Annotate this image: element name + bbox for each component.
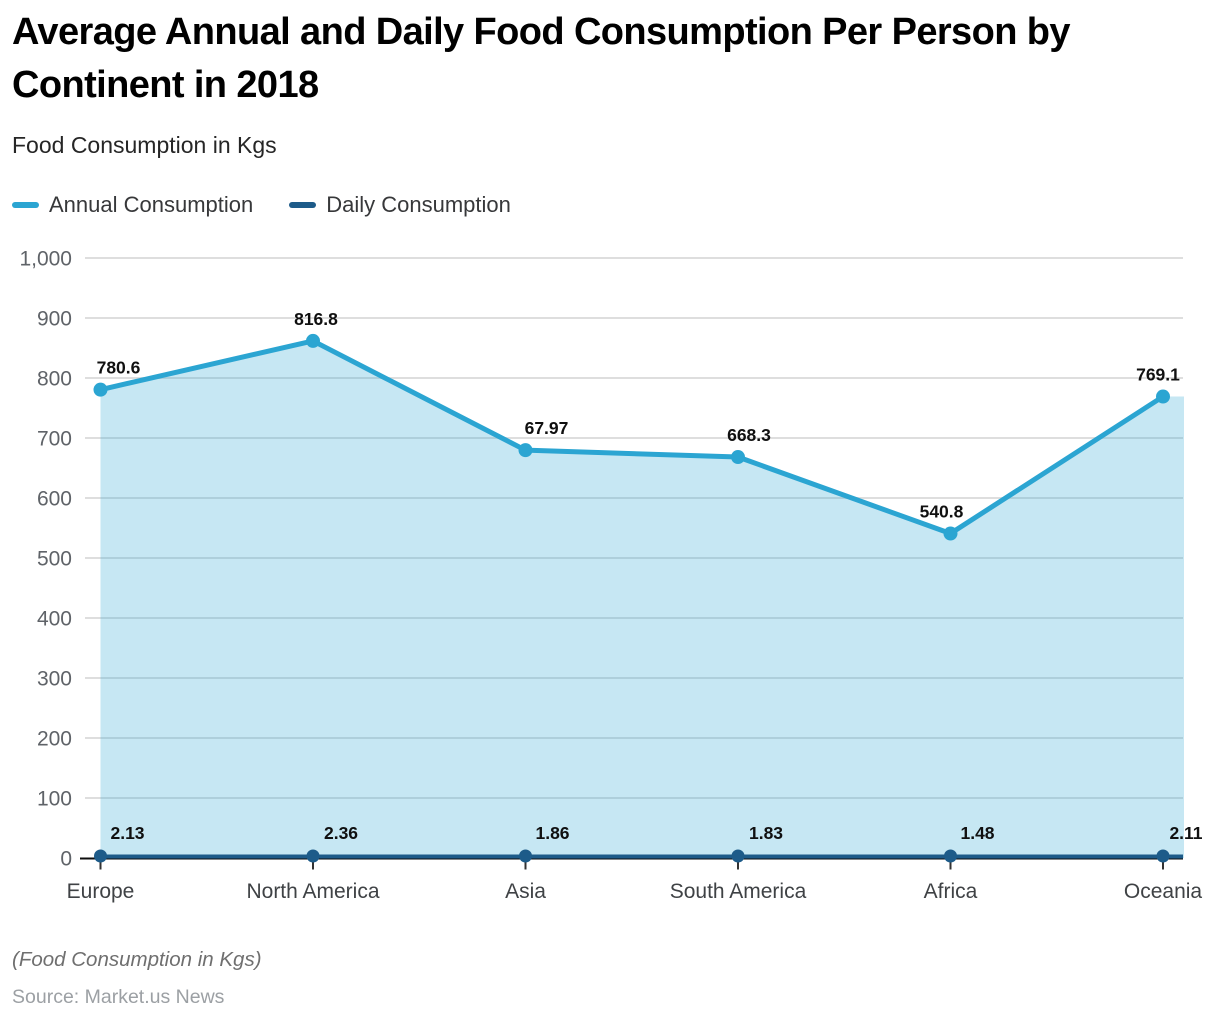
annual-data-label: 769.1 <box>1136 365 1180 385</box>
annual-line-swatch-icon <box>12 202 39 208</box>
x-axis-category-label: North America <box>246 880 379 903</box>
annual-data-point <box>518 443 533 458</box>
daily-data-label: 2.11 <box>1169 823 1202 843</box>
annual-data-point <box>943 526 958 541</box>
y-axis-tick-label: 0 <box>60 848 72 871</box>
daily-data-label: 1.48 <box>960 823 994 843</box>
x-axis-category-label: Asia <box>505 880 546 903</box>
x-axis-category-label: Europe <box>67 880 135 903</box>
y-axis-tick-label: 100 <box>37 788 72 811</box>
y-axis-tick-label: 900 <box>37 308 72 331</box>
annual-data-point <box>731 450 745 465</box>
y-axis-tick-label: 700 <box>37 428 72 451</box>
y-axis-tick-label: 1,000 <box>19 248 72 271</box>
annual-data-point <box>93 382 108 397</box>
daily-data-label: 2.13 <box>110 823 144 843</box>
daily-data-point <box>306 849 320 863</box>
y-axis-tick-label: 200 <box>37 728 72 751</box>
y-axis-tick-label: 500 <box>37 548 72 571</box>
daily-data-point <box>731 849 745 863</box>
y-axis-tick-label: 800 <box>37 368 72 391</box>
x-axis-category-label: Oceania <box>1124 880 1203 903</box>
daily-data-point <box>944 849 957 863</box>
daily-data-point <box>1156 849 1170 863</box>
annual-data-label: 67.97 <box>525 418 569 438</box>
legend-item-daily-consumption[interactable]: Daily Consumption <box>289 192 511 218</box>
daily-data-label: 2.36 <box>324 823 358 843</box>
annual-line <box>98 338 1166 537</box>
daily-line-swatch-icon <box>289 202 317 208</box>
daily-data-point <box>94 849 107 863</box>
annual-data-label: 816.8 <box>294 309 338 329</box>
footnote: (Food Consumption in Kgs) <box>12 948 262 971</box>
daily-data-label: 1.86 <box>535 823 569 843</box>
daily-data-label: 1.83 <box>749 823 783 843</box>
annual-data-point <box>306 333 320 348</box>
x-axis-category-label: Africa <box>924 880 978 903</box>
x-axis-category-label: South America <box>670 880 807 903</box>
legend: Annual Consumption Daily Consumption <box>12 192 511 218</box>
chart-subtitle: Food Consumption in Kgs <box>12 132 277 158</box>
y-axis-tick-label: 400 <box>37 608 72 631</box>
legend-item-annual-consumption[interactable]: Annual Consumption <box>12 192 253 218</box>
y-axis-tick-label: 300 <box>37 668 72 691</box>
source-credit: Source: Market.us News <box>12 986 225 1008</box>
legend-label-daily: Daily Consumption <box>326 192 511 217</box>
daily-data-point <box>519 849 532 863</box>
y-axis-tick-label: 600 <box>37 488 72 511</box>
annual-data-label: 780.6 <box>97 358 141 378</box>
chart-title: Average Annual and Daily Food Consumptio… <box>12 11 1071 106</box>
annual-area-fill <box>100 340 1184 858</box>
annual-data-label: 668.3 <box>727 425 771 445</box>
annual-data-label: 540.8 <box>920 502 964 522</box>
annual-data-point <box>1156 389 1170 404</box>
legend-label-annual: Annual Consumption <box>49 192 254 217</box>
